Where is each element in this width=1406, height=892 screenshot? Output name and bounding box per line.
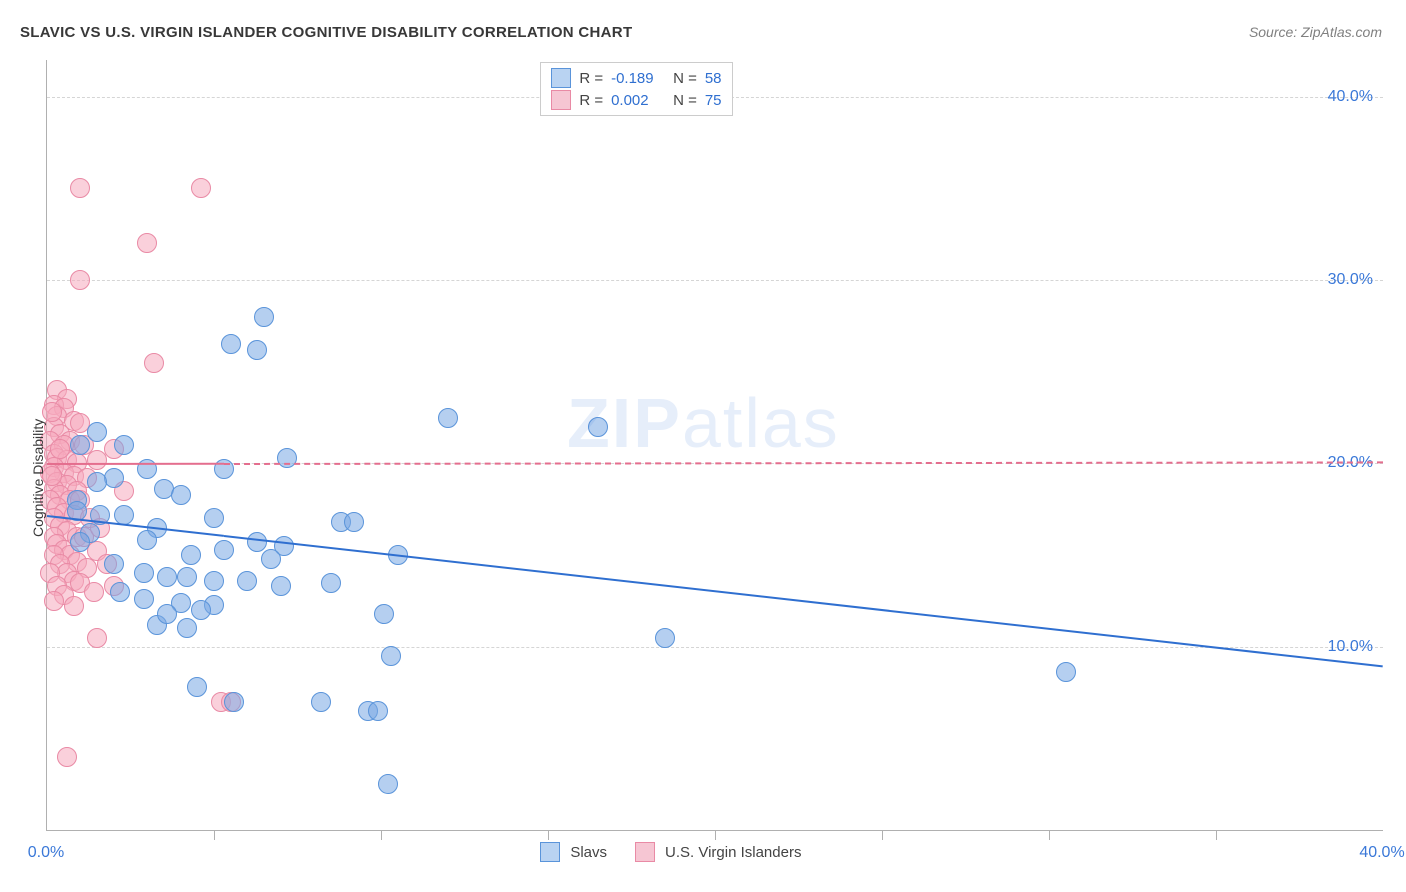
point-blue: [137, 459, 157, 479]
point-blue: [221, 334, 241, 354]
legend-r-value: -0.189: [611, 70, 665, 87]
x-tick: [1049, 830, 1050, 840]
point-pink: [57, 747, 77, 767]
legend-label: U.S. Virgin Islanders: [665, 844, 801, 861]
point-blue: [381, 646, 401, 666]
source-label: Source: ZipAtlas.com: [1249, 24, 1382, 40]
point-pink: [87, 450, 107, 470]
legend-n-value: 75: [705, 92, 722, 109]
point-blue: [70, 532, 90, 552]
x-tick: [715, 830, 716, 840]
point-blue: [104, 468, 124, 488]
point-blue: [1056, 662, 1076, 682]
legend-swatch: [551, 90, 571, 110]
point-blue: [378, 774, 398, 794]
gridline: [47, 647, 1383, 648]
point-blue: [224, 692, 244, 712]
point-blue: [204, 571, 224, 591]
legend-series: Slavs U.S. Virgin Islanders: [540, 842, 819, 862]
point-pink: [137, 233, 157, 253]
point-blue: [438, 408, 458, 428]
x-tick: [381, 830, 382, 840]
legend-n-value: 58: [705, 70, 722, 87]
legend-r-label: R =: [579, 92, 603, 109]
point-blue: [321, 573, 341, 593]
point-blue: [134, 563, 154, 583]
point-blue: [655, 628, 675, 648]
point-pink: [144, 353, 164, 373]
point-blue: [114, 505, 134, 525]
y-axis-label: Cognitive Disability: [30, 419, 46, 537]
y-tick-label: 10.0%: [1328, 638, 1373, 656]
x-tick: [548, 830, 549, 840]
point-blue: [374, 604, 394, 624]
legend-swatch: [551, 68, 571, 88]
x-tick: [882, 830, 883, 840]
x-tick-min: 0.0%: [28, 844, 64, 862]
legend-r-value: 0.002: [611, 92, 665, 109]
point-pink: [70, 270, 90, 290]
y-tick-label: 30.0%: [1328, 271, 1373, 289]
point-blue: [368, 701, 388, 721]
point-blue: [271, 576, 291, 596]
point-blue: [177, 618, 197, 638]
point-blue: [311, 692, 331, 712]
legend-row: R = -0.189 N = 58: [551, 67, 721, 89]
gridline: [47, 280, 1383, 281]
point-pink: [84, 582, 104, 602]
point-blue: [137, 530, 157, 550]
x-tick: [214, 830, 215, 840]
point-blue: [177, 567, 197, 587]
point-pink: [70, 178, 90, 198]
point-blue: [157, 604, 177, 624]
legend-n-label: N =: [673, 92, 697, 109]
point-blue: [70, 435, 90, 455]
point-blue: [171, 485, 191, 505]
x-tick: [1216, 830, 1217, 840]
point-blue: [110, 582, 130, 602]
plot-area: 10.0%20.0%30.0%40.0%: [46, 60, 1383, 831]
point-blue: [247, 532, 267, 552]
legend-correlation: R = -0.189 N = 58 R = 0.002 N = 75: [540, 62, 732, 116]
point-blue: [181, 545, 201, 565]
point-blue: [247, 340, 267, 360]
legend-swatch: [635, 842, 655, 862]
legend-row: R = 0.002 N = 75: [551, 89, 721, 111]
point-blue: [87, 422, 107, 442]
x-tick-max: 40.0%: [1359, 844, 1404, 862]
point-pink: [87, 628, 107, 648]
legend-n-label: N =: [673, 70, 697, 87]
y-tick-label: 40.0%: [1328, 88, 1373, 106]
point-blue: [104, 554, 124, 574]
point-blue: [254, 307, 274, 327]
point-blue: [134, 589, 154, 609]
point-pink: [44, 591, 64, 611]
point-pink: [50, 439, 70, 459]
point-blue: [237, 571, 257, 591]
point-pink: [64, 596, 84, 616]
point-blue: [87, 472, 107, 492]
point-blue: [204, 508, 224, 528]
trendline-pink: [224, 461, 1383, 465]
legend-label: Slavs: [570, 844, 607, 861]
point-blue: [588, 417, 608, 437]
point-blue: [214, 540, 234, 560]
point-pink: [191, 178, 211, 198]
legend-r-label: R =: [579, 70, 603, 87]
point-blue: [187, 677, 207, 697]
point-blue: [344, 512, 364, 532]
point-blue: [157, 567, 177, 587]
point-blue: [114, 435, 134, 455]
legend-swatch: [540, 842, 560, 862]
point-blue: [191, 600, 211, 620]
chart-title: SLAVIC VS U.S. VIRGIN ISLANDER COGNITIVE…: [20, 24, 632, 41]
point-blue: [261, 549, 281, 569]
